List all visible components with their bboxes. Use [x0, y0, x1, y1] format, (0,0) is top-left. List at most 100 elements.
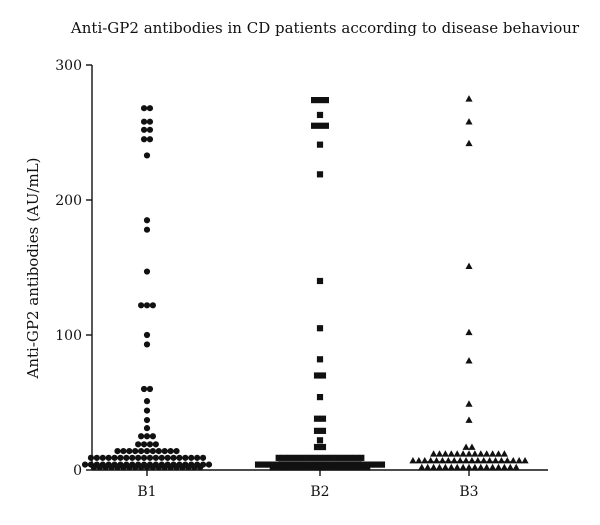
data-point	[471, 463, 479, 471]
data-point	[275, 464, 282, 471]
data-point	[155, 464, 162, 471]
data-point	[146, 385, 154, 393]
data-point	[319, 427, 327, 434]
data-point	[138, 464, 145, 471]
data-point	[305, 464, 312, 471]
y-tick-label: 100	[55, 328, 82, 344]
data-point	[453, 450, 461, 457]
data-point	[465, 262, 473, 270]
data-point	[441, 463, 449, 471]
x-tick-label: B1	[137, 484, 156, 500]
data-point	[424, 463, 432, 471]
data-point	[146, 118, 154, 125]
data-point	[143, 464, 151, 471]
data-point	[143, 217, 151, 224]
data-point	[149, 433, 156, 440]
data-point	[194, 454, 201, 461]
data-point	[191, 464, 198, 471]
data-point	[465, 139, 473, 147]
data-point	[319, 372, 327, 379]
data-point	[313, 372, 321, 379]
data-point	[346, 454, 353, 461]
data-point	[483, 463, 491, 471]
data-point	[316, 97, 324, 104]
series-B3	[409, 95, 529, 471]
data-point	[146, 441, 154, 448]
data-point	[135, 441, 142, 448]
data-point	[441, 450, 449, 457]
data-point	[316, 325, 324, 332]
data-point	[143, 425, 151, 432]
data-point	[352, 464, 359, 471]
data-point	[173, 464, 180, 471]
data-point	[188, 454, 195, 461]
data-point	[322, 464, 329, 471]
data-point	[316, 464, 324, 471]
data-point	[143, 407, 151, 414]
data-point	[364, 464, 371, 471]
data-point	[311, 122, 318, 129]
data-point	[319, 415, 327, 422]
data-point	[311, 454, 318, 461]
data-point	[299, 464, 306, 471]
data-point	[138, 302, 145, 309]
data-point	[140, 136, 148, 143]
data-point	[287, 454, 294, 461]
data-point	[199, 454, 207, 461]
data-point	[269, 464, 276, 471]
data-point	[477, 450, 485, 457]
data-point	[161, 448, 168, 455]
data-point	[328, 454, 335, 461]
axes: 0 100 200 300 B1 B2 B3	[55, 58, 548, 500]
data-point	[316, 122, 324, 129]
data-point	[500, 463, 508, 471]
data-point	[494, 450, 503, 457]
data-point	[281, 464, 288, 471]
data-point	[96, 464, 103, 471]
data-point	[415, 456, 423, 464]
data-point	[167, 448, 174, 455]
data-point	[340, 464, 347, 471]
data-point	[120, 448, 127, 455]
data-point	[173, 448, 180, 455]
data-point	[311, 464, 318, 471]
data-point	[483, 450, 491, 457]
data-point	[494, 463, 503, 471]
data-point	[435, 450, 444, 457]
data-point	[143, 152, 151, 159]
data-point	[108, 464, 115, 471]
data-point	[143, 302, 151, 309]
data-point	[465, 328, 473, 336]
data-point	[515, 456, 523, 464]
data-point	[316, 437, 324, 444]
data-point	[328, 464, 335, 471]
data-point	[155, 448, 162, 455]
data-point	[322, 122, 329, 129]
data-point	[430, 450, 438, 457]
data-point	[409, 456, 417, 464]
data-point	[462, 443, 470, 450]
data-point	[143, 433, 151, 440]
data-point	[140, 126, 148, 133]
data-point	[316, 394, 324, 401]
data-point	[99, 454, 106, 461]
data-point	[316, 141, 324, 148]
data-point	[197, 464, 204, 471]
data-point	[313, 443, 321, 451]
data-point	[167, 464, 174, 471]
data-point	[465, 463, 473, 471]
data-point	[465, 450, 473, 457]
data-point	[140, 118, 148, 125]
data-point	[313, 415, 321, 422]
data-point	[447, 450, 455, 457]
data-point	[146, 126, 154, 133]
data-point	[90, 464, 97, 471]
data-point	[489, 463, 497, 471]
data-point	[102, 464, 109, 471]
data-point	[293, 454, 300, 461]
data-point	[311, 97, 318, 104]
data-point	[287, 464, 294, 471]
data-point	[114, 448, 121, 455]
data-point	[152, 441, 159, 448]
x-tick-label: B3	[459, 484, 478, 500]
